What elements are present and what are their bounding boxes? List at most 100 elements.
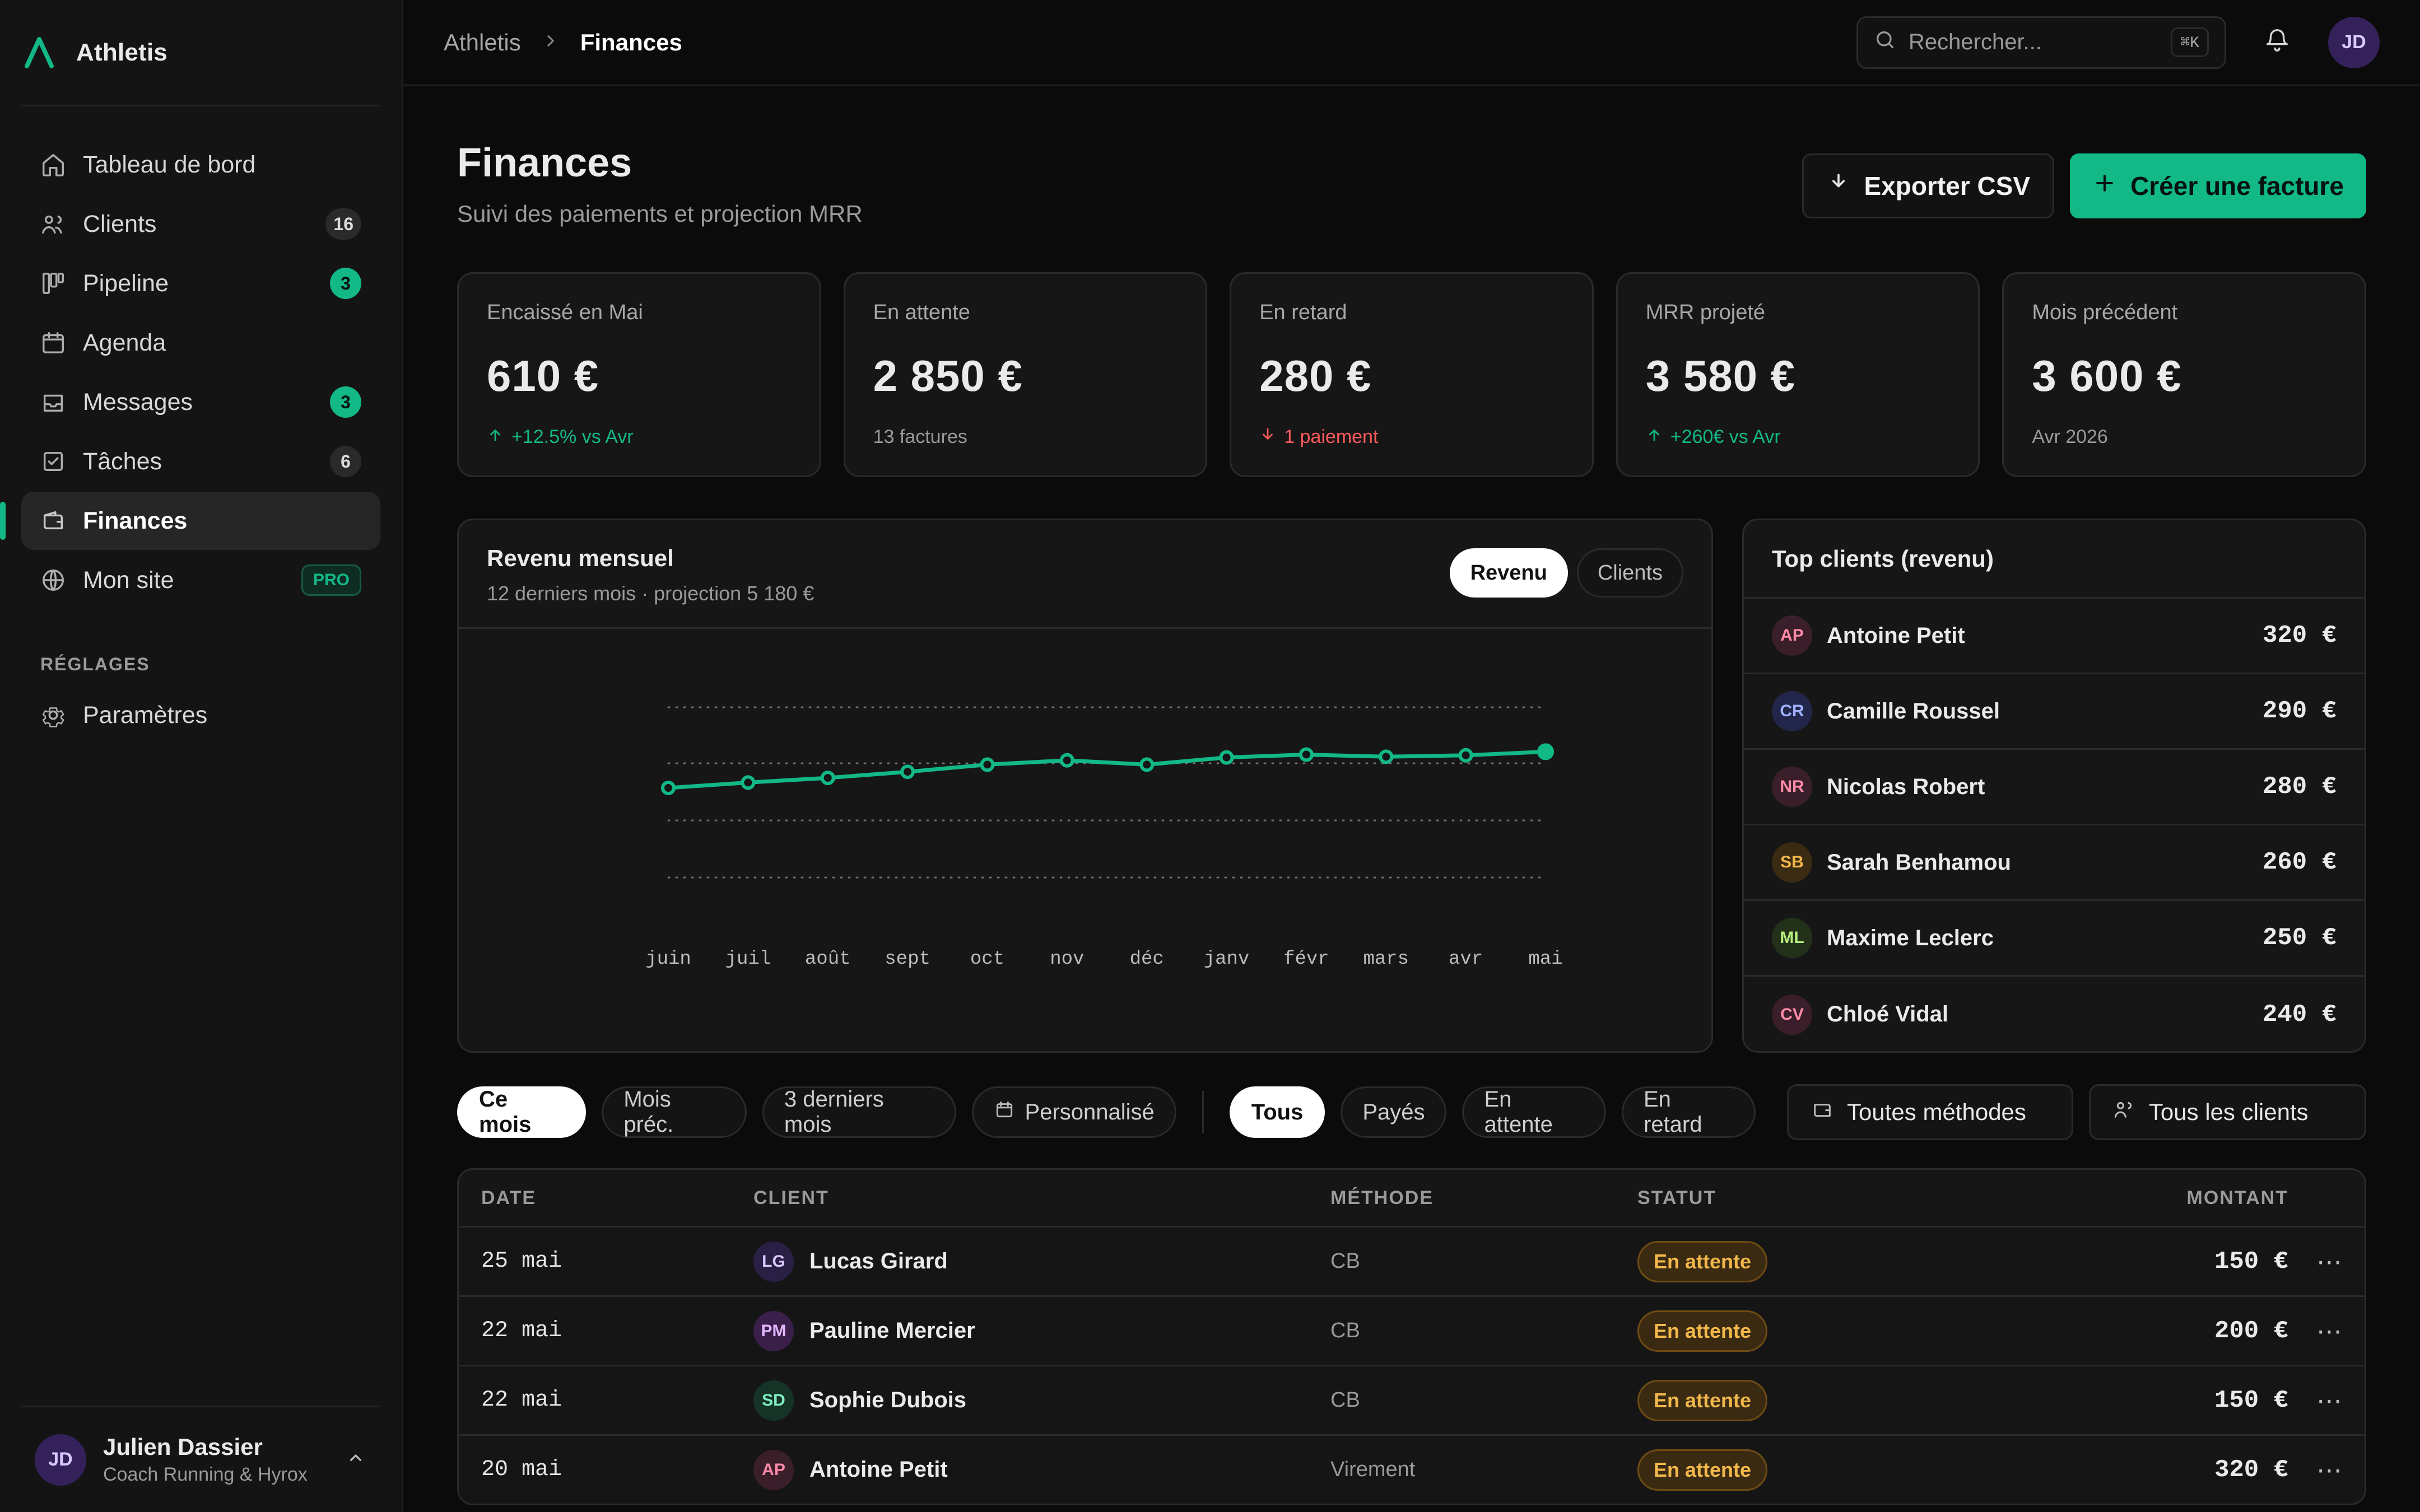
kpi-label: En retard: [1259, 301, 1347, 324]
toggle-revenu[interactable]: Revenu: [1449, 548, 1568, 598]
avatar[interactable]: JD: [2328, 16, 2380, 68]
data-point[interactable]: [900, 764, 915, 780]
tasks-count-badge: 6: [330, 446, 361, 477]
kpi-foot: 13 factures: [873, 426, 1178, 448]
user-meta: Julien Dassier Coach Running & Hyrox: [103, 1434, 328, 1486]
more-actions-button[interactable]: ⋯: [2288, 1247, 2342, 1277]
more-actions-button[interactable]: ⋯: [2288, 1316, 2342, 1346]
sidebar-item-mon-site[interactable]: Mon site PRO: [21, 551, 380, 609]
top-client-row[interactable]: AP Antoine Petit 320 €: [1744, 599, 2365, 674]
avatar: CV: [1772, 994, 1812, 1035]
client-name: Sophie Dubois: [809, 1388, 966, 1412]
chart-title-block: Revenu mensuel 12 derniers mois · projec…: [487, 545, 814, 605]
sidebar-item-taches[interactable]: Tâches 6: [21, 432, 380, 491]
sidebar-item-agenda[interactable]: Agenda: [21, 314, 380, 372]
chart-and-top-clients: Revenu mensuel 12 derniers mois · projec…: [457, 519, 2366, 1053]
client-select-value: Tous les clients: [2148, 1099, 2309, 1125]
kpi-value: 610 €: [487, 351, 599, 400]
sidebar-item-dashboard[interactable]: Tableau de bord: [21, 136, 380, 194]
ellipsis-icon: ⋯: [2316, 1385, 2342, 1415]
search-input[interactable]: Rechercher... ⌘K: [1856, 16, 2226, 69]
export-csv-button[interactable]: Exporter CSV: [1802, 153, 2055, 218]
kpi-value: 3 600 €: [2032, 351, 2182, 400]
page-actions: Exporter CSV Créer une facture: [1802, 153, 2366, 218]
breadcrumb-root[interactable]: Athletis: [444, 29, 521, 55]
table-row[interactable]: 22 mai SD Sophie Dubois CB En attente 15…: [459, 1365, 2365, 1434]
download-icon: [1826, 171, 1851, 202]
payment-amount: 320 €: [2214, 1455, 2288, 1484]
sidebar-item-clients[interactable]: Clients 16: [21, 195, 380, 253]
sidebar-item-finances[interactable]: Finances: [0, 492, 380, 550]
data-point[interactable]: [1219, 750, 1234, 765]
messages-count-badge: 3: [330, 386, 361, 418]
table-row[interactable]: 25 mai LG Lucas Girard CB En attente 150…: [459, 1226, 2365, 1295]
status-filter-late[interactable]: En retard: [1622, 1086, 1756, 1138]
more-actions-button[interactable]: ⋯: [2288, 1385, 2342, 1416]
kpi-foot-text: +260€ vs Avr: [1670, 426, 1781, 447]
data-point[interactable]: [820, 771, 835, 786]
kpi-value: 3 580 €: [1645, 351, 1796, 400]
table-header: DATE CLIENT MÉTHODE STATUT MONTANT: [459, 1170, 2365, 1226]
kpi-value: 2 850 €: [873, 351, 1023, 400]
table-row[interactable]: 20 mai AP Antoine Petit Virement En atte…: [459, 1434, 2365, 1504]
data-point[interactable]: [1059, 753, 1074, 768]
sidebar-item-pipeline[interactable]: Pipeline 3: [21, 254, 380, 312]
payment-client: SD Sophie Dubois: [753, 1380, 1330, 1421]
period-filter-3-months[interactable]: 3 derniers mois: [762, 1086, 956, 1138]
payment-method-select[interactable]: Toutes méthodes: [1787, 1084, 2073, 1140]
status-filter-paid[interactable]: Payés: [1341, 1086, 1447, 1138]
sidebar: Athletis Tableau de bord Clien: [0, 0, 403, 1512]
clients-count-badge: 16: [325, 208, 361, 240]
period-filter-this-month[interactable]: Ce mois: [457, 1086, 587, 1138]
globe-icon: [40, 567, 66, 593]
top-client-row[interactable]: CR Camille Roussel 290 €: [1744, 674, 2365, 750]
notifications-button[interactable]: [2251, 16, 2303, 69]
sidebar-item-label: Agenda: [83, 329, 166, 356]
table-row[interactable]: 22 mai PM Pauline Mercier CB En attente …: [459, 1295, 2365, 1365]
data-point[interactable]: [1458, 748, 1473, 763]
x-tick-label: févr: [1283, 949, 1329, 970]
topbar: Athletis Finances Rechercher... ⌘K: [403, 0, 2420, 86]
settings-section-title: RÉGLAGES: [40, 654, 150, 674]
more-actions-button[interactable]: ⋯: [2288, 1455, 2342, 1485]
chart-body: juin juil août sept oct nov déc janv févr mars avr…: [459, 629, 1711, 1054]
top-client-row[interactable]: ML Maxime Leclerc 250 €: [1744, 901, 2365, 977]
top-client-row[interactable]: SB Sarah Benhamou 260 €: [1744, 825, 2365, 901]
data-point[interactable]: [661, 781, 676, 795]
kpi-foot-text: 1 paiement: [1284, 426, 1379, 447]
avatar: ML: [1772, 918, 1812, 958]
status-filter-pending[interactable]: En attente: [1462, 1086, 1606, 1138]
wallet-icon: [1811, 1098, 1833, 1126]
data-point[interactable]: [1379, 749, 1394, 764]
kpi-card: Mois précédent 3 600 € Avr 2026: [2002, 272, 2366, 477]
x-tick-label: juin: [645, 949, 691, 970]
kpi-foot: Avr 2026: [2032, 426, 2337, 448]
create-invoice-button[interactable]: Créer une facture: [2070, 153, 2366, 218]
data-point[interactable]: [1299, 747, 1314, 762]
period-filter-prev-month[interactable]: Mois préc.: [602, 1086, 747, 1138]
data-point[interactable]: [1537, 743, 1554, 760]
data-point[interactable]: [1139, 757, 1155, 772]
avatar: SD: [753, 1380, 794, 1421]
client-select[interactable]: Tous les clients: [2088, 1084, 2366, 1140]
revenue-line: [666, 749, 1548, 790]
sidebar-item-messages[interactable]: Messages 3: [21, 373, 380, 431]
ellipsis-icon: ⋯: [2316, 1455, 2342, 1485]
page-header: Finances Suivi des paiements et projecti…: [457, 131, 2366, 227]
brand[interactable]: Athletis: [21, 0, 380, 106]
sidebar-item-label: Tâches: [83, 447, 162, 475]
client-revenue: 290 €: [2262, 697, 2337, 725]
app-name: Athletis: [76, 38, 167, 66]
chevron-up-icon[interactable]: [345, 1447, 367, 1472]
period-filter-custom[interactable]: Personnalisé: [971, 1086, 1176, 1138]
status-filter-all[interactable]: Tous: [1229, 1086, 1325, 1138]
top-client-row[interactable]: CV Chloé Vidal 240 €: [1744, 977, 2365, 1051]
user-profile[interactable]: JD Julien Dassier Coach Running & Hyrox: [21, 1406, 380, 1512]
client-name: Antoine Petit: [1827, 623, 1965, 648]
search-icon: [1874, 29, 1896, 57]
data-point[interactable]: [741, 775, 756, 790]
sidebar-item-parametres[interactable]: Paramètres: [21, 686, 380, 744]
data-point[interactable]: [980, 757, 995, 772]
top-client-row[interactable]: NR Nicolas Robert 280 €: [1744, 750, 2365, 825]
toggle-clients[interactable]: Clients: [1576, 548, 1683, 598]
